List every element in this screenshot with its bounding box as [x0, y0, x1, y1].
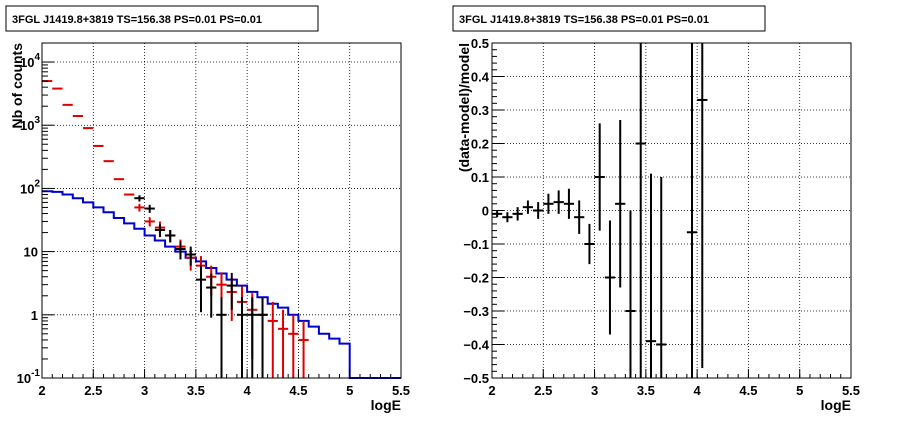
counts-x-tick-label: 2.5	[84, 383, 102, 398]
counts-panel: 3FGL J1419.8+3819 TS=156.38 PS=0.01 PS=0…	[5, 5, 410, 413]
counts-marks	[42, 80, 401, 379]
counts-y-tick-label: 104	[20, 52, 40, 70]
residuals-y-tick-label: −0.4	[463, 338, 489, 353]
counts-title-box	[5, 5, 319, 32]
counts-y-tick-label: 10	[24, 245, 38, 260]
residuals-panel: 3FGL J1419.8+3819 TS=156.38 PS=0.01 PS=0…	[452, 5, 860, 413]
residuals-y-tick-label: 0.2	[471, 137, 489, 152]
counts-y-tick-label: 103	[20, 115, 40, 133]
counts-x-tick-label: 2	[38, 383, 45, 398]
residuals-y-tick-label: −0.1	[463, 237, 489, 252]
residuals-y-tick-label: 0.4	[471, 70, 490, 85]
counts-x-tick-label: 4.5	[289, 383, 307, 398]
counts-x-tick-label: 5	[346, 383, 353, 398]
residuals-x-tick-label: 2.5	[534, 383, 552, 398]
counts-tick-labels: 2 2.5 3 3.5 4 4.5 5 5.5 10-1 1 10 102 103 104	[17, 52, 410, 398]
counts-x-label: logE	[371, 397, 401, 413]
counts-ticks	[41, 61, 402, 379]
counts-x-tick-label: 3	[141, 383, 148, 398]
counts-frame	[41, 42, 402, 379]
residuals-frame	[491, 42, 852, 379]
counts-y-tick-label: 102	[20, 178, 40, 196]
residuals-y-tick-label: 0.5	[471, 36, 489, 51]
counts-y-label: Nb of counts	[9, 43, 25, 129]
residuals-y-tick-label: 0	[482, 204, 489, 219]
counts-grid	[42, 43, 401, 378]
residuals-title-box	[452, 5, 766, 32]
residuals-title: 3FGL J1419.8+3819 TS=156.38 PS=0.01 PS=0…	[459, 14, 709, 26]
residuals-grid	[492, 43, 851, 378]
counts-title: 3FGL J1419.8+3819 TS=156.38 PS=0.01 PS=0…	[12, 14, 262, 26]
residuals-y-label: (data-model)/model	[456, 43, 472, 172]
residuals-x-tick-label: 4.5	[739, 383, 757, 398]
residuals-y-tick-label: −0.3	[463, 304, 489, 319]
residuals-y-tick-label: −0.5	[463, 371, 489, 386]
counts-y-tick-label: 1	[31, 308, 38, 323]
residuals-x-tick-label: 2	[488, 383, 495, 398]
residuals-x-tick-label: 5	[796, 383, 803, 398]
residuals-tick-labels: 2 2.5 3 3.5 4 4.5 5 5.5 −0.5 −0.4 −0.3 −0.2 −0.1 0 0.1…	[463, 36, 860, 398]
residuals-x-label: logE	[821, 397, 851, 413]
counts-y-tick-label: 10-1	[17, 368, 41, 386]
residuals-marks	[492, 43, 708, 378]
residuals-ticks	[491, 42, 852, 379]
residuals-x-tick-label: 3	[591, 383, 598, 398]
residuals-y-tick-label: 0.1	[471, 170, 489, 185]
residuals-y-tick-label: −0.2	[463, 271, 489, 286]
residuals-x-tick-label: 4	[694, 383, 702, 398]
counts-x-tick-label: 5.5	[392, 383, 410, 398]
residuals-y-tick-label: 0.3	[471, 103, 489, 118]
counts-x-tick-label: 4	[244, 383, 252, 398]
residuals-x-tick-label: 5.5	[842, 383, 860, 398]
residuals-x-tick-label: 3.5	[637, 383, 655, 398]
counts-x-tick-label: 3.5	[187, 383, 205, 398]
